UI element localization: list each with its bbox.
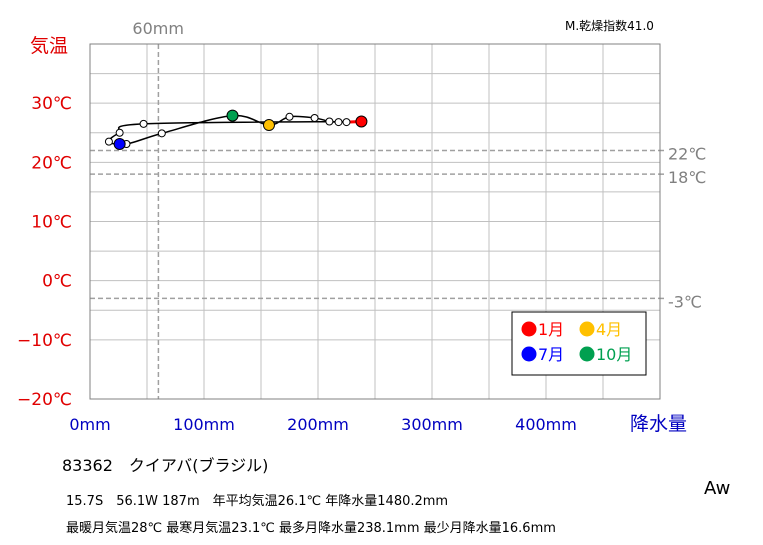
y-axis-label: 気温 xyxy=(30,35,68,57)
legend-marker xyxy=(579,346,595,362)
ref-label-y: 18℃ xyxy=(668,168,706,187)
month-point xyxy=(325,117,334,126)
y-tick-label: −10℃ xyxy=(17,331,72,351)
y-tick-label: 10℃ xyxy=(31,213,72,233)
legend-box xyxy=(511,311,647,376)
x-axis-label: 降水量 xyxy=(630,413,687,435)
legend-marker xyxy=(521,321,537,337)
x-tick-label: 0mm xyxy=(69,415,110,434)
month-point xyxy=(342,118,351,127)
legend-label: 10月 xyxy=(596,345,632,364)
x-tick-labels: 0mm 100mm 200mm 300mm 400mm xyxy=(69,415,577,434)
legend-marker xyxy=(579,321,595,337)
y-tick-label: 0℃ xyxy=(42,272,72,292)
month-point xyxy=(139,119,148,128)
highlight-point xyxy=(355,115,368,128)
ref-label-y: -3℃ xyxy=(668,292,702,311)
legend-label: 7月 xyxy=(538,345,564,364)
x-tick-label: 200mm xyxy=(287,415,349,434)
x-tick-label: 400mm xyxy=(515,415,577,434)
grid-layer xyxy=(90,44,661,399)
y-tick-label: −20℃ xyxy=(17,390,72,410)
month-point xyxy=(334,118,343,127)
month-point xyxy=(104,137,113,146)
month-point xyxy=(157,129,166,138)
y-tick-label: 30℃ xyxy=(31,94,72,114)
month-point xyxy=(285,112,294,121)
month-point xyxy=(115,128,124,137)
series-layer xyxy=(104,109,368,150)
highlight-point xyxy=(262,119,275,132)
highlight-point xyxy=(226,109,239,122)
reference-lines: 60mm 22℃ 18℃ -3℃ xyxy=(90,19,706,399)
highlight-point xyxy=(113,137,126,150)
station-name: 83362 クイアバ(ブラジル) xyxy=(62,456,269,475)
plot-frame xyxy=(89,43,661,400)
station-info-line-2: 最暖月気温28℃ 最寒月気温23.1℃ 最多月降水量238.1mm 最少月降水量… xyxy=(66,521,556,536)
climate-class: Aw xyxy=(704,478,731,499)
legend: 1月 4月 7月 10月 xyxy=(511,311,647,376)
y-tick-label: 20℃ xyxy=(31,153,72,173)
aridity-index-label: M.乾燥指数41.0 xyxy=(565,18,654,33)
x-tick-label: 300mm xyxy=(401,415,463,434)
legend-label: 4月 xyxy=(596,320,622,339)
month-point xyxy=(310,113,319,122)
x-tick-label: 100mm xyxy=(173,415,235,434)
y-tick-labels: 30℃ 20℃ 10℃ 0℃ −10℃ −20℃ xyxy=(17,94,72,410)
ref-label-y: 22℃ xyxy=(668,145,706,164)
ref-label-x: 60mm xyxy=(132,19,184,38)
station-info-line-1: 15.7S 56.1W 187m 年平均気温26.1℃ 年降水量1480.2mm xyxy=(66,494,449,509)
legend-marker xyxy=(521,346,537,362)
legend-label: 1月 xyxy=(538,320,564,339)
